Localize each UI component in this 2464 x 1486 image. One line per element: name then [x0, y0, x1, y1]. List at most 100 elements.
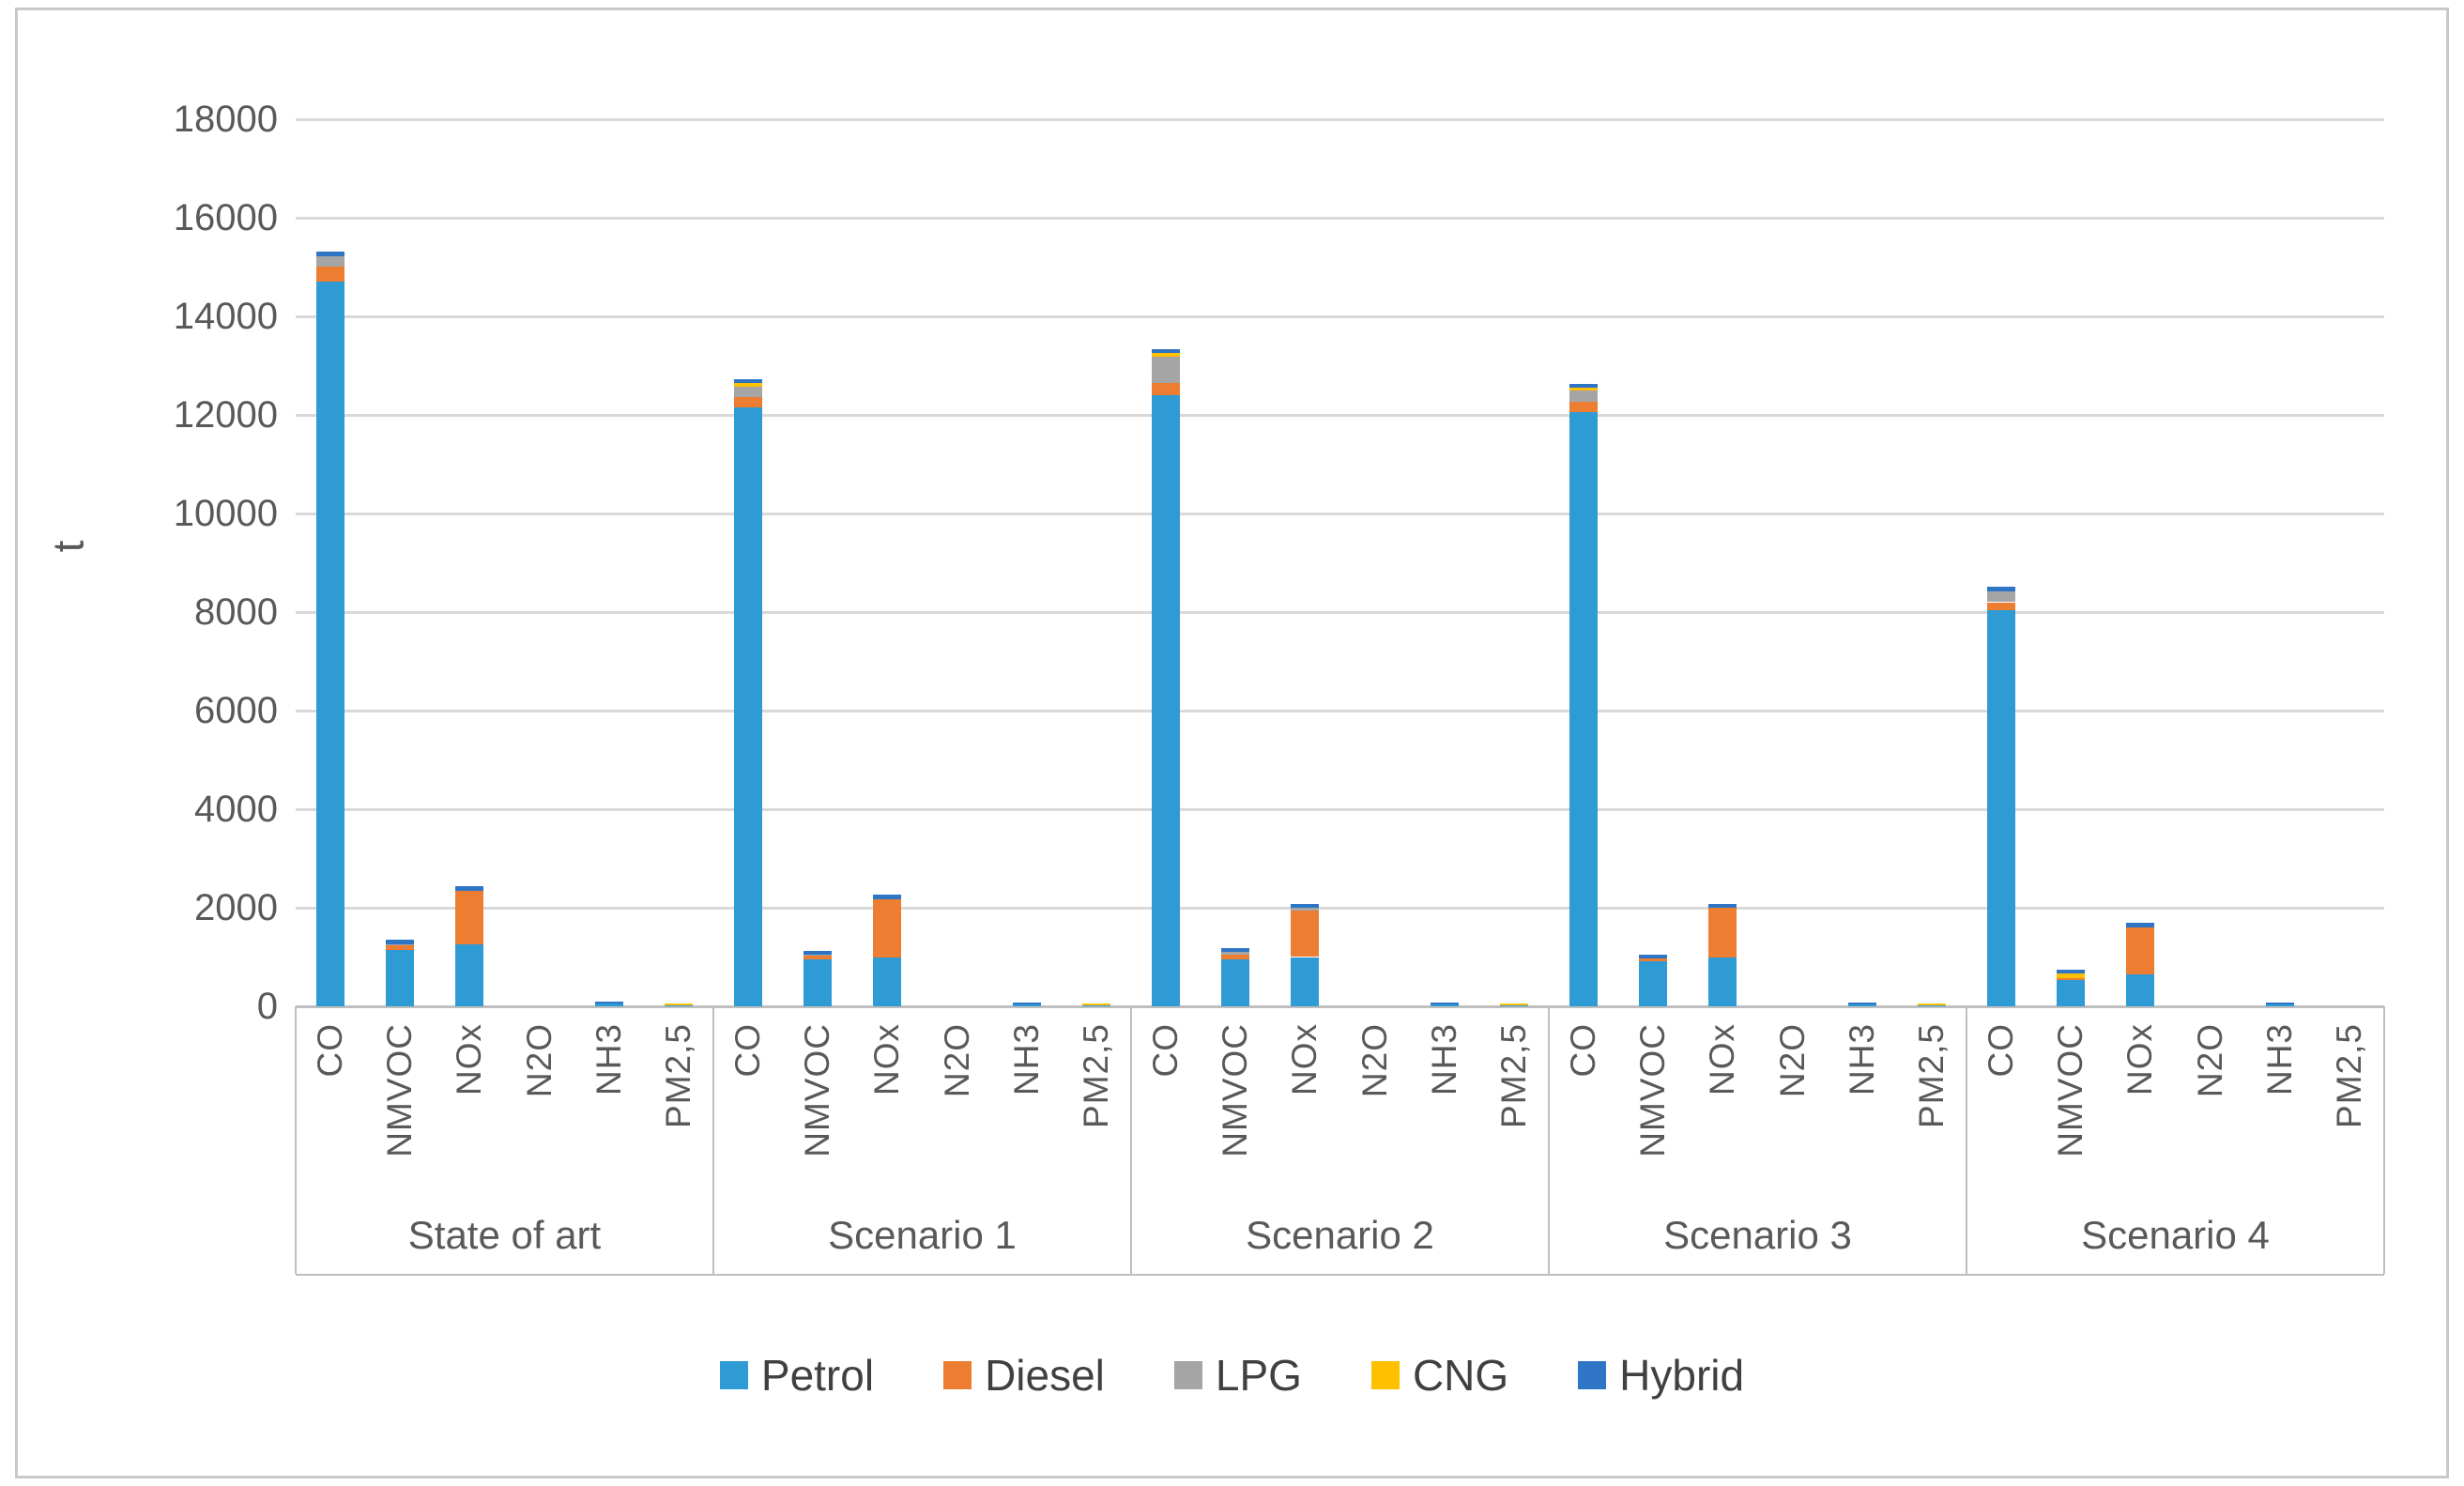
bar-segment-petrol [316, 282, 345, 1006]
bar-segment-lpg [1987, 590, 2016, 603]
bar-segment-diesel [386, 945, 415, 950]
bar-segment-petrol [803, 959, 833, 1006]
axis-group-separator [1966, 1006, 1967, 1274]
bar-segment-cng [2057, 973, 2086, 978]
y-tick-label: 18000 [173, 99, 278, 140]
y-tick-label: 12000 [173, 394, 278, 436]
bar-segment-hybrid [873, 895, 902, 900]
legend-item-diesel: Diesel [943, 1350, 1105, 1401]
category-label: NOx [1703, 1023, 1742, 1095]
group-label: State of art [407, 1213, 602, 1257]
bar-segment-diesel [2057, 977, 2086, 981]
bar-segment-hybrid [803, 950, 833, 955]
axis-group-separator [1548, 1006, 1550, 1274]
legend-label: Hybrid [1619, 1351, 1745, 1400]
legend-item-hybrid: Hybrid [1578, 1350, 1744, 1401]
bar-segment-cng [1569, 388, 1599, 391]
legend-label: Diesel [985, 1351, 1105, 1400]
legend-item-cng: CNG [1370, 1350, 1508, 1401]
gridline [296, 414, 2384, 417]
bar-segment-hybrid [1152, 348, 1181, 354]
bar-segment-cng [1152, 353, 1181, 358]
bar-segment-petrol [1917, 1005, 1946, 1006]
bar-segment-petrol [1708, 957, 1737, 1006]
axis-group-separator [295, 1006, 297, 1274]
category-label: NH3 [589, 1023, 628, 1096]
bar-segment-diesel [803, 955, 833, 960]
category-label: CO [728, 1023, 768, 1078]
gridline [296, 907, 2384, 910]
figure-border [15, 8, 2449, 1478]
bar-segment-hybrid [734, 378, 763, 384]
category-label: PM2,5 [1076, 1023, 1115, 1128]
gridline [296, 315, 2384, 318]
bar-segment-diesel [1221, 955, 1250, 960]
legend-swatch-hybrid [1578, 1361, 1607, 1389]
bar-segment-petrol [1152, 395, 1181, 1006]
category-label: NMVOC [1633, 1023, 1673, 1157]
bar-segment-cng [1499, 1003, 1528, 1006]
bar-segment-petrol [1221, 959, 1250, 1006]
bar-segment-petrol [1430, 1003, 1459, 1006]
category-label: NOx [450, 1023, 489, 1095]
bar-segment-hybrid [386, 940, 415, 945]
category-label: CO [311, 1023, 350, 1078]
category-label: CO [1564, 1023, 1603, 1078]
axis-group-separator [1130, 1006, 1132, 1274]
category-label: PM2,5 [658, 1023, 697, 1128]
category-label: NOx [2120, 1023, 2160, 1095]
bar-segment-petrol [734, 407, 763, 1006]
bar-segment-diesel [734, 397, 763, 408]
bar-segment-hybrid [316, 252, 345, 256]
bar-segment-hybrid [1430, 1002, 1459, 1004]
bar-segment-hybrid [594, 1002, 623, 1004]
legend-label: Petrol [760, 1351, 875, 1400]
bar-segment-petrol [1639, 961, 1668, 1006]
y-tick-label: 0 [256, 986, 278, 1027]
bar-segment-petrol [873, 957, 902, 1006]
bar-segment-diesel [1987, 602, 2016, 610]
group-label: Scenario 2 [1246, 1213, 1434, 1257]
category-label: NOx [867, 1023, 907, 1095]
category-label: NMVOC [1216, 1023, 1255, 1157]
category-label: N2O [1772, 1023, 1812, 1098]
bar-segment-petrol [1499, 1005, 1528, 1006]
bar-segment-hybrid [1639, 955, 1668, 959]
bar-segment-petrol [664, 1005, 693, 1006]
bar-segment-petrol [1012, 1003, 1041, 1006]
category-label: NH3 [2259, 1023, 2299, 1096]
axis-box-bottom-line [296, 1274, 2384, 1276]
bar-segment-petrol [2265, 1003, 2294, 1006]
bar-segment-diesel [1569, 401, 1599, 413]
bar-segment-lpg [316, 255, 345, 268]
y-tick-label: 4000 [194, 789, 278, 830]
y-tick-label: 16000 [173, 197, 278, 238]
legend-swatch-diesel [943, 1361, 972, 1389]
x-axis-line [296, 1005, 2384, 1008]
bar-segment-lpg [1291, 908, 1320, 912]
bar-segment-cng [1081, 1003, 1110, 1006]
bar-segment-hybrid [1847, 1002, 1876, 1004]
bar-segment-lpg [803, 954, 833, 956]
category-label: N2O [519, 1023, 559, 1098]
bar-segment-petrol [1847, 1003, 1876, 1006]
category-label: NH3 [1842, 1023, 1881, 1096]
bar-segment-diesel [1291, 911, 1320, 957]
y-tick-label: 14000 [173, 296, 278, 337]
category-label: N2O [937, 1023, 976, 1098]
bar-segment-petrol [386, 949, 415, 1006]
bar-segment-petrol [1081, 1005, 1110, 1006]
bar-segment-hybrid [1221, 948, 1250, 953]
bar-segment-hybrid [2126, 923, 2155, 927]
bar-segment-hybrid [455, 885, 484, 891]
legend-item-lpg: LPG [1173, 1350, 1302, 1401]
bar-segment-diesel [873, 899, 902, 958]
bar-segment-diesel [2126, 927, 2155, 975]
y-tick-label: 2000 [194, 887, 278, 928]
bar-segment-petrol [594, 1003, 623, 1006]
axis-group-separator [712, 1006, 714, 1274]
legend-swatch-petrol [719, 1361, 748, 1389]
bar-segment-cng [734, 383, 763, 387]
group-label: Scenario 4 [2081, 1213, 2270, 1257]
